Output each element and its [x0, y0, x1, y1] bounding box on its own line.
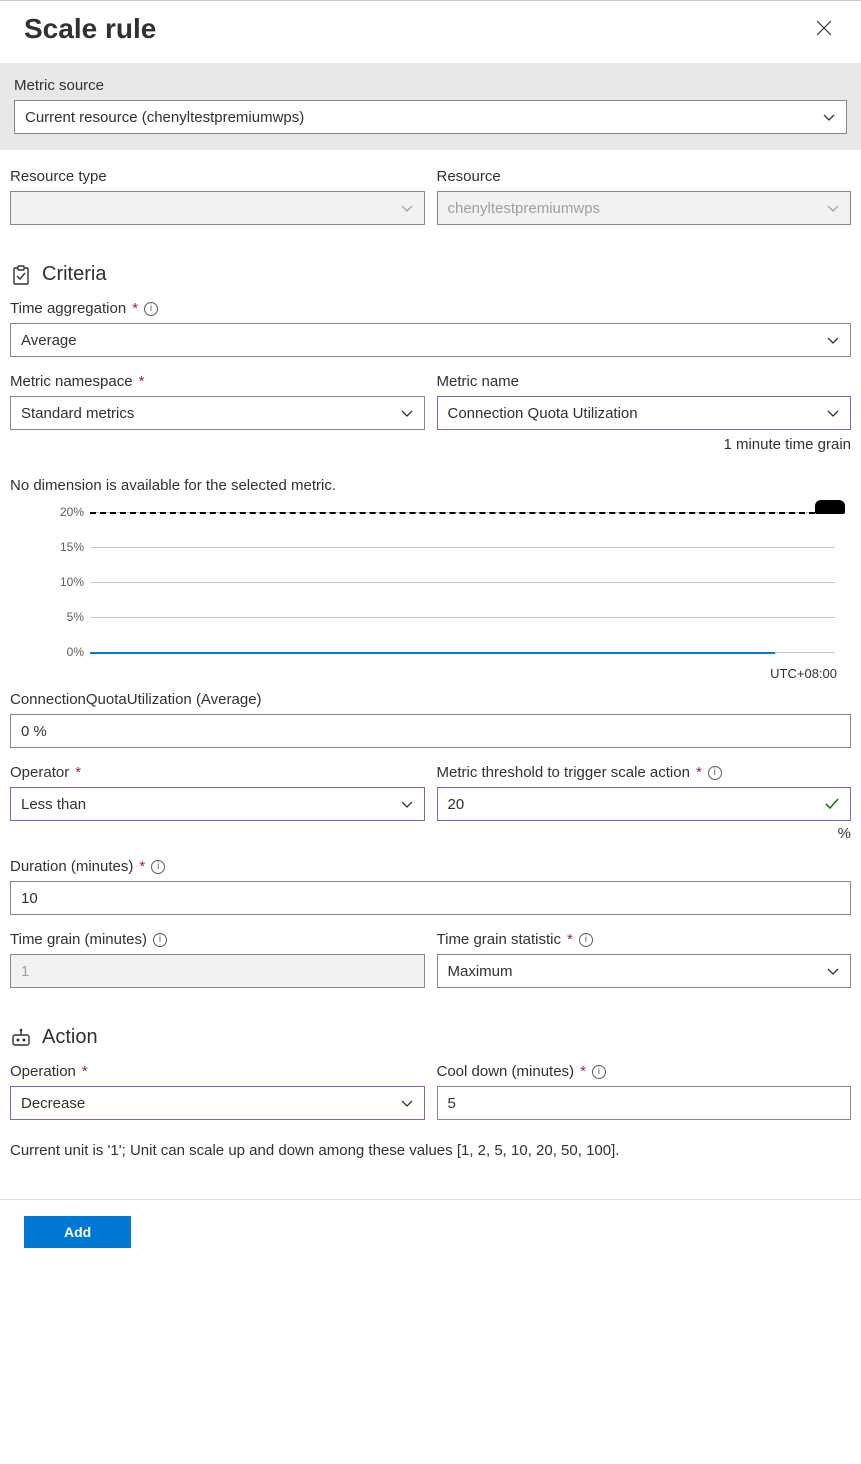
metric-source-select[interactable]: Current resource (chenyltestpremiumwps) — [14, 100, 847, 134]
check-icon — [824, 796, 840, 812]
time-grain-value: 1 — [21, 963, 29, 980]
metric-namespace-value: Standard metrics — [21, 405, 134, 422]
operation-value: Decrease — [21, 1095, 85, 1112]
chevron-down-icon — [400, 797, 414, 811]
time-aggregation-select[interactable]: Average — [10, 323, 851, 357]
info-icon[interactable]: i — [579, 933, 593, 947]
gridline — [90, 547, 835, 548]
chevron-down-icon — [400, 406, 414, 420]
threshold-input[interactable]: 20 — [437, 787, 852, 821]
scale-unit-note: Current unit is '1'; Unit can scale up a… — [10, 1142, 851, 1159]
y-tick-label: 15% — [60, 540, 84, 554]
chevron-down-icon — [826, 964, 840, 978]
cooldown-value: 5 — [448, 1095, 456, 1112]
chart-plot-area — [90, 512, 835, 652]
operation-select[interactable]: Decrease — [10, 1086, 425, 1120]
time-aggregation-value: Average — [21, 332, 77, 349]
add-button[interactable]: Add — [24, 1216, 131, 1248]
info-icon[interactable]: i — [708, 766, 722, 780]
criteria-heading: Criteria — [42, 263, 106, 286]
metric-namespace-select[interactable]: Standard metrics — [10, 396, 425, 430]
chevron-down-icon — [822, 110, 836, 124]
metric-source-section: Metric source Current resource (chenylte… — [0, 63, 861, 150]
threshold-value: 20 — [448, 796, 465, 813]
cooldown-label: Cool down (minutes) * i — [437, 1063, 852, 1080]
required-marker: * — [82, 1063, 88, 1080]
required-marker: * — [567, 931, 573, 948]
metric-source-label: Metric source — [14, 77, 847, 94]
resource-value: chenyltestpremiumwps — [448, 200, 601, 217]
time-grain-stat-label: Time grain statistic * i — [437, 931, 852, 948]
y-tick-label: 5% — [67, 610, 84, 624]
metric-chart: 20% 15% 10% 5% 0% — [46, 512, 835, 652]
close-icon — [815, 19, 833, 37]
timezone-label: UTC+08:00 — [10, 666, 837, 681]
metric-name-label: Metric name — [437, 373, 852, 390]
time-grain-stat-select[interactable]: Maximum — [437, 954, 852, 988]
threshold-label: Metric threshold to trigger scale action… — [437, 764, 852, 781]
y-tick-label: 20% — [60, 505, 84, 519]
chevron-down-icon — [400, 201, 414, 215]
time-grain-label: Time grain (minutes) i — [10, 931, 425, 948]
chevron-down-icon — [826, 333, 840, 347]
threshold-unit: % — [437, 825, 852, 842]
chart-marker — [815, 500, 845, 514]
resource-label: Resource — [437, 168, 852, 185]
time-grain-note: 1 minute time grain — [437, 436, 852, 453]
gridline — [90, 617, 835, 618]
info-icon[interactable]: i — [151, 860, 165, 874]
chevron-down-icon — [400, 1096, 414, 1110]
action-header: Action — [10, 1026, 851, 1049]
metric-source-value: Current resource (chenyltestpremiumwps) — [25, 109, 304, 126]
clipboard-icon — [10, 264, 32, 286]
panel-footer: Add — [0, 1199, 861, 1264]
resource-type-select — [10, 191, 425, 225]
info-icon[interactable]: i — [144, 302, 158, 316]
avg-metric-label: ConnectionQuotaUtilization (Average) — [10, 691, 851, 708]
operator-value: Less than — [21, 796, 86, 813]
duration-label: Duration (minutes) * i — [10, 858, 851, 875]
dimension-note: No dimension is available for the select… — [10, 477, 851, 494]
operation-label: Operation * — [10, 1063, 425, 1080]
duration-input[interactable]: 10 — [10, 881, 851, 915]
required-marker: * — [139, 858, 145, 875]
threshold-line — [90, 512, 835, 514]
y-tick-label: 0% — [67, 645, 84, 659]
metric-namespace-label: Metric namespace * — [10, 373, 425, 390]
cooldown-input[interactable]: 5 — [437, 1086, 852, 1120]
required-marker: * — [139, 373, 145, 390]
panel-header: Scale rule — [0, 1, 861, 63]
avg-metric-value: 0 % — [21, 723, 47, 740]
required-marker: * — [132, 300, 138, 317]
time-aggregation-label: Time aggregation * i — [10, 300, 851, 317]
info-icon[interactable]: i — [153, 933, 167, 947]
duration-value: 10 — [21, 890, 38, 907]
chevron-down-icon — [826, 201, 840, 215]
metric-name-select[interactable]: Connection Quota Utilization — [437, 396, 852, 430]
close-button[interactable] — [811, 15, 837, 44]
metric-name-value: Connection Quota Utilization — [448, 405, 638, 422]
info-icon[interactable]: i — [592, 1065, 606, 1079]
required-marker: * — [696, 764, 702, 781]
operator-label: Operator * — [10, 764, 425, 781]
criteria-header: Criteria — [10, 263, 851, 286]
y-tick-label: 10% — [60, 575, 84, 589]
action-icon — [10, 1027, 32, 1049]
chart-y-axis: 20% 15% 10% 5% 0% — [44, 512, 88, 652]
avg-metric-value-field: 0 % — [10, 714, 851, 748]
resource-type-label: Resource type — [10, 168, 425, 185]
time-grain-stat-value: Maximum — [448, 963, 513, 980]
data-line — [90, 652, 775, 654]
resource-select: chenyltestpremiumwps — [437, 191, 852, 225]
action-heading: Action — [42, 1026, 98, 1049]
chevron-down-icon — [826, 406, 840, 420]
gridline — [90, 582, 835, 583]
panel-title: Scale rule — [24, 13, 156, 45]
required-marker: * — [580, 1063, 586, 1080]
time-grain-input: 1 — [10, 954, 425, 988]
operator-select[interactable]: Less than — [10, 787, 425, 821]
required-marker: * — [75, 764, 81, 781]
